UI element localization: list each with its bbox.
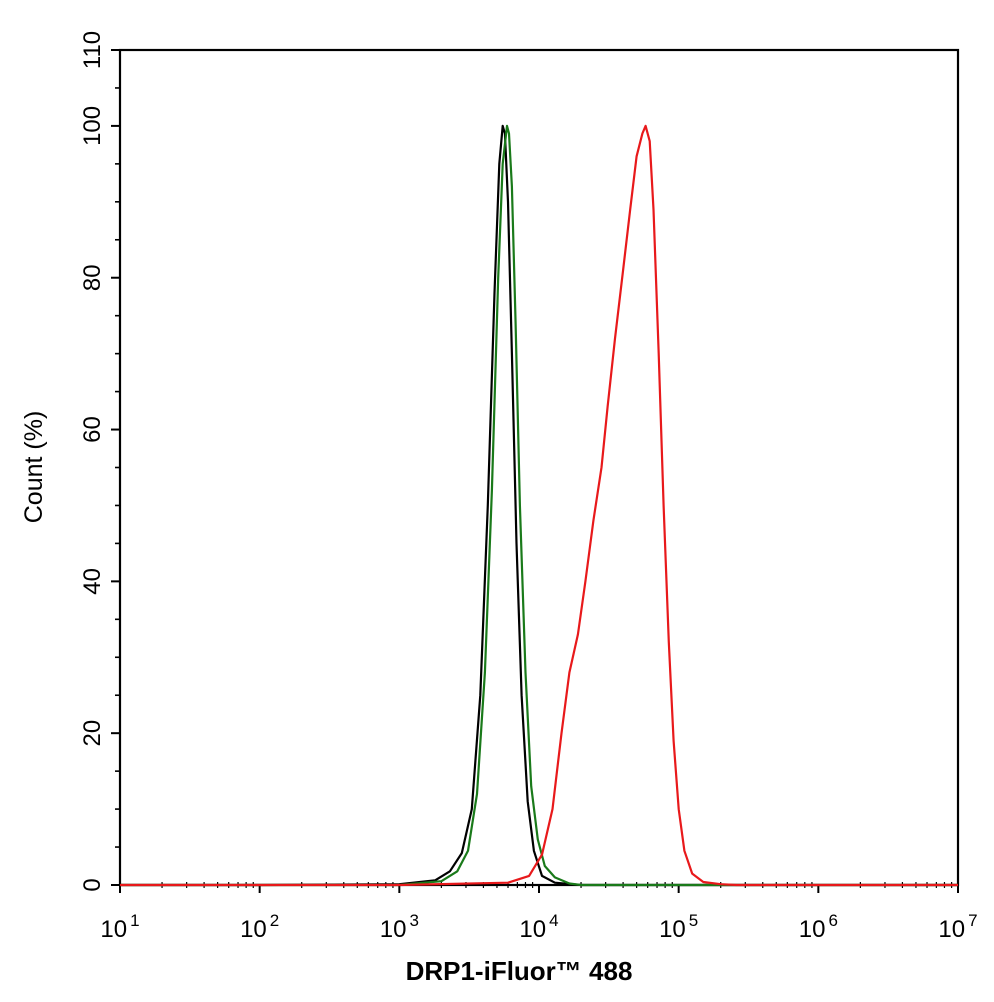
x-tick-label: 10 3: [380, 911, 419, 943]
x-tick-label: 10 5: [659, 911, 698, 943]
x-axis-title: DRP1-iFluor™ 488: [406, 956, 633, 986]
plot-area-frame: [118, 48, 960, 887]
series-black-curve: [120, 124, 958, 887]
x-tick-label: 10 1: [100, 911, 139, 943]
y-axis-ticks: 0 20 40 60 80 100 110: [79, 31, 120, 892]
y-tick-label: 40: [79, 568, 106, 595]
y-tick-label: 0: [79, 878, 106, 891]
y-tick-label: 80: [79, 264, 106, 291]
y-tick-label: 20: [79, 720, 106, 747]
x-tick-label: 10 6: [799, 911, 838, 943]
series-layer: [120, 124, 958, 887]
x-tick-label: 10 2: [240, 911, 279, 943]
x-axis-ticks: 10 1 10 2 10 3 10 4 10 5 10 6 10 7: [100, 882, 978, 943]
y-axis-title: Count (%): [20, 411, 48, 524]
y-tick-label: 100: [79, 106, 106, 146]
x-tick-label: 10 7: [938, 911, 977, 943]
y-tick-label: 60: [79, 416, 106, 443]
series-red-curve: [120, 124, 958, 887]
y-tick-label: 110: [79, 31, 106, 69]
x-tick-label: 10 4: [519, 911, 558, 943]
series-green-curve: [120, 124, 958, 887]
